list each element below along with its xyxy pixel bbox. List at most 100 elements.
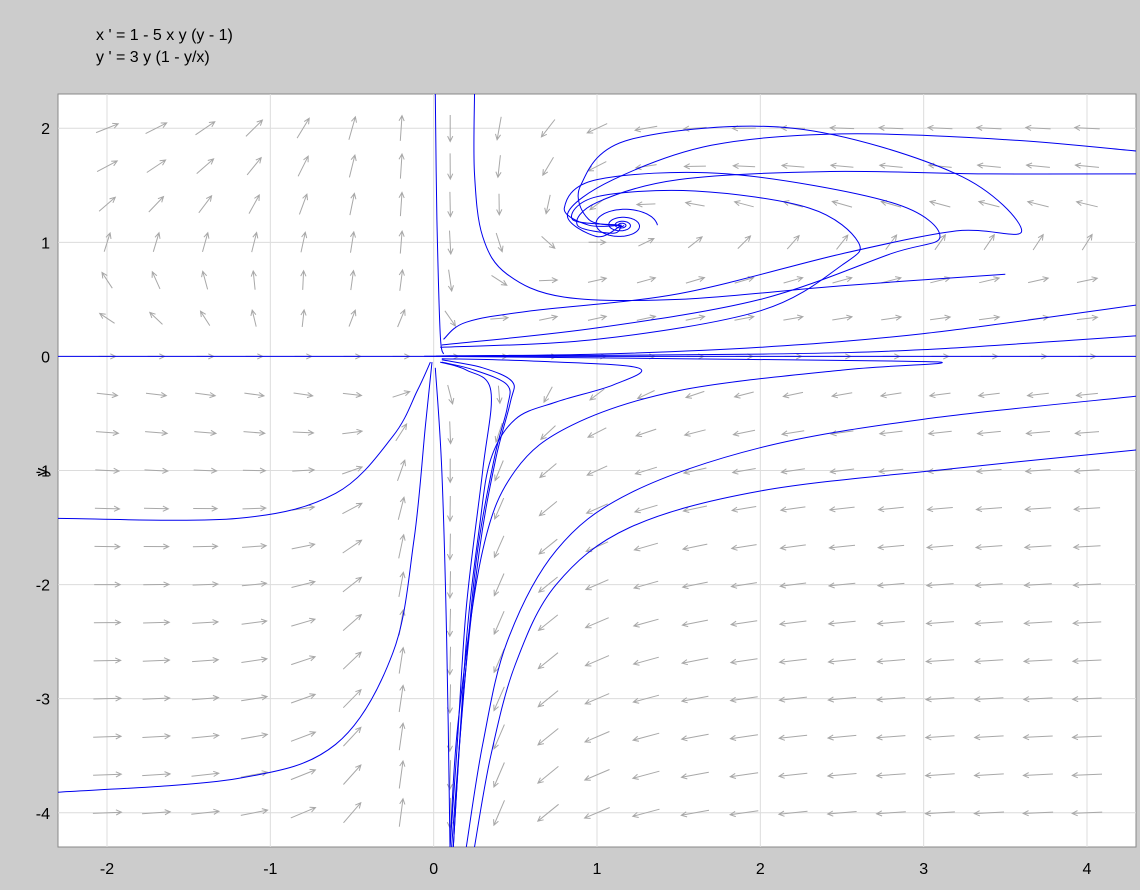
direction-arrow	[1073, 467, 1100, 475]
direction-arrow	[95, 467, 121, 474]
direction-arrow	[447, 230, 454, 256]
direction-arrow	[681, 581, 708, 590]
direction-arrow	[398, 152, 405, 179]
direction-arrow	[925, 544, 954, 551]
direction-arrow	[300, 308, 307, 327]
direction-arrow	[192, 657, 220, 664]
direction-arrow	[245, 119, 264, 137]
direction-arrow	[95, 429, 120, 436]
direction-arrow	[397, 459, 406, 481]
direction-arrow	[1026, 200, 1049, 208]
direction-arrow	[101, 271, 113, 289]
direction-arrow	[493, 800, 505, 827]
y-tick-label: 2	[41, 121, 50, 138]
x-tick-label: -1	[263, 861, 277, 878]
direction-arrow	[1022, 734, 1053, 741]
direction-arrow	[1022, 810, 1054, 817]
direction-arrow	[684, 200, 705, 207]
direction-arrow	[680, 809, 710, 818]
direction-arrow	[398, 229, 405, 254]
direction-arrow	[730, 582, 757, 589]
direction-arrow	[681, 619, 708, 628]
direction-arrow	[446, 571, 454, 600]
y-axis-label: y	[32, 467, 51, 476]
direction-arrow	[729, 734, 758, 741]
direction-arrow	[142, 657, 171, 664]
direction-arrow	[687, 236, 704, 249]
y-tick-label: 1	[41, 235, 50, 252]
direction-arrow	[446, 760, 453, 791]
direction-arrow	[292, 467, 316, 474]
direction-arrow	[836, 234, 849, 250]
direction-arrow	[291, 655, 317, 666]
direction-arrow	[491, 274, 508, 286]
direction-arrow	[634, 466, 658, 476]
direction-arrow	[632, 694, 660, 704]
direction-arrow	[1073, 124, 1100, 131]
direction-arrow	[782, 391, 804, 399]
direction-arrow	[1071, 734, 1102, 741]
y-tick-label: -1	[36, 464, 50, 481]
direction-arrow	[495, 155, 502, 179]
direction-arrow	[195, 121, 216, 136]
direction-arrow	[1025, 162, 1050, 169]
direction-arrow	[250, 308, 257, 327]
tick-labels: -2 -1 0 1 2 3 4 2 1 0 -1 -2 -3 -4	[36, 121, 1092, 878]
direction-arrow	[240, 808, 269, 816]
direction-arrow	[496, 385, 503, 405]
direction-arrow	[1025, 429, 1050, 437]
direction-arrow	[146, 159, 167, 173]
direction-arrow	[342, 391, 363, 398]
direction-arrow	[398, 722, 406, 751]
equilibrium-spiral	[595, 208, 658, 237]
direction-arrow	[202, 231, 210, 253]
y-tick-label: 0	[41, 349, 50, 366]
direction-arrow	[928, 199, 951, 208]
direction-arrow	[291, 504, 316, 511]
direction-arrow	[583, 807, 610, 819]
direction-arrow	[290, 768, 317, 781]
x-tick-label: -2	[100, 861, 114, 878]
direction-arrow	[778, 658, 807, 665]
direction-arrow	[1072, 581, 1101, 589]
direction-arrow	[680, 733, 709, 742]
direction-arrow	[879, 392, 902, 399]
direction-arrow	[977, 200, 1000, 208]
solution-curve	[441, 361, 511, 847]
direction-arrow	[973, 696, 1004, 703]
direction-arrow	[680, 657, 709, 666]
solution-curve	[434, 94, 444, 355]
direction-arrow	[193, 467, 218, 474]
direction-arrow	[191, 732, 220, 739]
direction-arrow	[392, 390, 411, 398]
direction-arrow	[737, 235, 752, 249]
direction-arrow	[542, 157, 554, 177]
direction-arrow	[1022, 772, 1053, 779]
direction-arrow	[631, 808, 660, 818]
direction-arrow	[973, 734, 1004, 741]
direction-arrow	[976, 162, 1001, 169]
direction-arrow	[543, 386, 553, 404]
direction-arrow	[349, 269, 356, 291]
x-tick-label: 0	[429, 861, 438, 878]
direction-arrow	[728, 810, 759, 818]
direction-arrow	[444, 310, 457, 327]
direction-arrow	[92, 809, 123, 816]
direction-arrow	[631, 770, 660, 780]
direction-arrow	[973, 810, 1005, 817]
direction-arrow	[538, 277, 559, 284]
direction-arrow	[398, 571, 406, 597]
direction-arrow	[98, 312, 115, 324]
direction-arrow	[733, 391, 754, 399]
direction-arrow	[93, 695, 123, 702]
direction-arrow	[490, 315, 510, 322]
solution-curve	[58, 361, 431, 521]
direction-arrow	[587, 276, 608, 283]
direction-arrow	[924, 772, 955, 779]
x-tick-label: 2	[756, 861, 765, 878]
direction-arrow	[682, 505, 708, 513]
direction-arrow	[142, 695, 171, 702]
direction-arrow	[201, 270, 209, 290]
direction-arrow	[876, 582, 905, 589]
direction-arrow	[881, 314, 903, 321]
